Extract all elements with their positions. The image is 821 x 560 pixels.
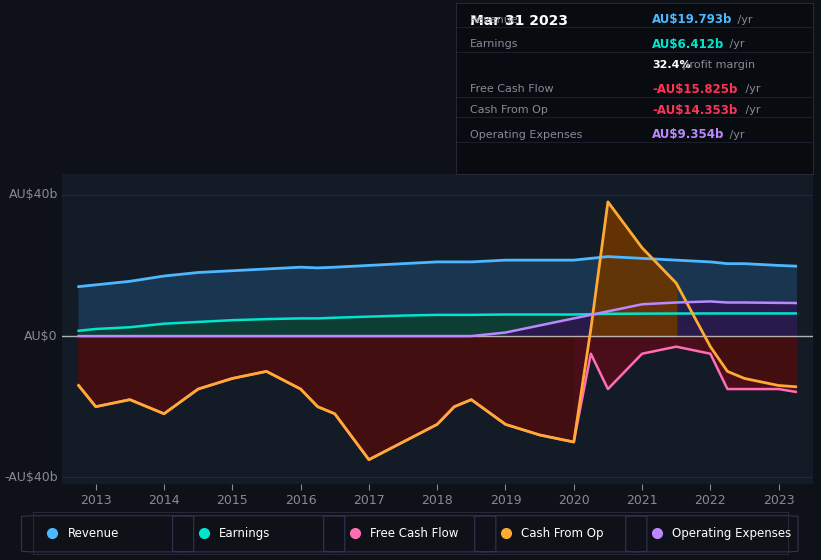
Text: Revenue: Revenue bbox=[67, 527, 119, 540]
Text: -AU$15.825b: -AU$15.825b bbox=[652, 83, 737, 96]
Text: Revenue: Revenue bbox=[470, 15, 519, 25]
Text: Cash From Op: Cash From Op bbox=[470, 105, 548, 115]
Text: /yr: /yr bbox=[727, 129, 745, 139]
Text: AU$6.412b: AU$6.412b bbox=[652, 38, 724, 51]
Text: /yr: /yr bbox=[734, 15, 753, 25]
Text: -AU$14.353b: -AU$14.353b bbox=[652, 104, 737, 116]
Text: Free Cash Flow: Free Cash Flow bbox=[369, 527, 458, 540]
Text: /yr: /yr bbox=[727, 39, 745, 49]
Text: -AU$40b: -AU$40b bbox=[4, 471, 57, 484]
Text: Operating Expenses: Operating Expenses bbox=[470, 129, 582, 139]
Text: Operating Expenses: Operating Expenses bbox=[672, 527, 791, 540]
Text: /yr: /yr bbox=[742, 85, 760, 95]
Text: profit margin: profit margin bbox=[679, 60, 755, 70]
Text: Earnings: Earnings bbox=[218, 527, 270, 540]
Text: AU$19.793b: AU$19.793b bbox=[652, 13, 732, 26]
Text: Cash From Op: Cash From Op bbox=[521, 527, 603, 540]
Text: AU$40b: AU$40b bbox=[8, 188, 57, 201]
Text: AU$9.354b: AU$9.354b bbox=[652, 128, 724, 141]
Text: Earnings: Earnings bbox=[470, 39, 518, 49]
Text: Mar 31 2023: Mar 31 2023 bbox=[470, 14, 568, 28]
Text: AU$0: AU$0 bbox=[24, 330, 57, 343]
Text: 32.4%: 32.4% bbox=[652, 60, 690, 70]
Text: /yr: /yr bbox=[742, 105, 760, 115]
Text: Free Cash Flow: Free Cash Flow bbox=[470, 85, 553, 95]
